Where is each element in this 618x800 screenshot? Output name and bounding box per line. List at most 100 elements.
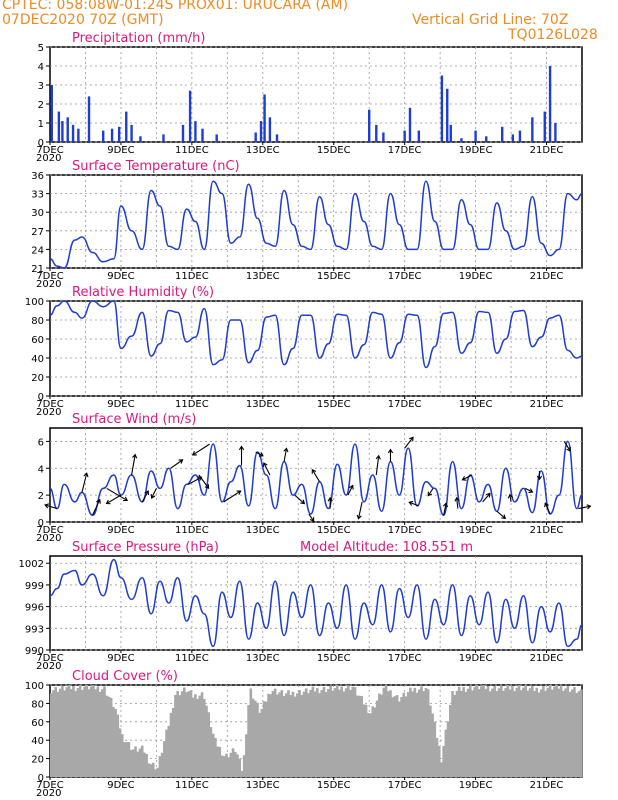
cloud-bar bbox=[515, 687, 519, 777]
cloud-bar bbox=[265, 701, 268, 777]
cloud-bar bbox=[466, 688, 470, 777]
precip-bar bbox=[268, 117, 272, 142]
cloud-bar bbox=[464, 691, 468, 777]
wind-arrow-head bbox=[349, 484, 354, 490]
x-tick-label: 13DEC bbox=[246, 780, 280, 791]
wind-arrow bbox=[151, 488, 157, 499]
cloud-bar bbox=[127, 742, 131, 777]
wind-arrow-head bbox=[300, 499, 306, 505]
cloud-bar bbox=[300, 694, 304, 777]
cloud-bar bbox=[355, 695, 359, 777]
precip-bar bbox=[403, 130, 406, 142]
y-tick-label: 60 bbox=[31, 718, 44, 729]
cloud-bar bbox=[276, 694, 279, 777]
precip-bar bbox=[531, 117, 534, 142]
cloud-bar bbox=[378, 693, 381, 777]
cloud-bar bbox=[156, 767, 160, 777]
precip-bar bbox=[460, 138, 463, 142]
wind-arrow bbox=[409, 501, 420, 507]
cloud-bar bbox=[56, 691, 60, 777]
cloud-bar bbox=[548, 685, 552, 777]
precip-bar bbox=[446, 88, 449, 142]
cloud-bar bbox=[107, 696, 111, 777]
cloud-bar bbox=[280, 690, 284, 777]
wind-arrow-head bbox=[408, 500, 414, 506]
wind-arrow-head bbox=[409, 436, 414, 442]
precip-bar bbox=[194, 121, 197, 142]
cloud-bar bbox=[267, 693, 270, 777]
cloud-bar bbox=[488, 691, 492, 777]
wind-arrow-head bbox=[258, 452, 264, 457]
cloud-bar bbox=[176, 691, 179, 777]
year-label: 2020 bbox=[36, 279, 61, 290]
y-tick-label: 2 bbox=[38, 491, 44, 502]
cloud-bar bbox=[251, 698, 255, 777]
cloud-bar bbox=[296, 693, 299, 777]
cloud-bar bbox=[258, 712, 261, 777]
wind-arrow-head bbox=[536, 475, 543, 481]
x-tick-label: 11DEC bbox=[175, 145, 209, 156]
panel-extra-press: Model Altitude: 108.551 m bbox=[300, 540, 473, 555]
cloud-bar bbox=[83, 686, 86, 777]
cloud-bar bbox=[149, 764, 153, 777]
precip-bar bbox=[408, 107, 412, 142]
cloud-bar bbox=[557, 688, 561, 777]
precip-bar bbox=[474, 130, 477, 142]
cloud-bar bbox=[178, 695, 182, 777]
cloud-bar bbox=[123, 742, 126, 777]
cloud-bar bbox=[289, 694, 293, 777]
cloud-bar bbox=[216, 746, 219, 777]
year-label: 2020 bbox=[36, 533, 61, 544]
cloud-bar bbox=[327, 689, 330, 777]
panel-title-wind: Surface Wind (m/s) bbox=[72, 412, 196, 427]
cloud-bar bbox=[125, 742, 128, 777]
wind-arrow-head bbox=[507, 493, 513, 499]
cloud-bar bbox=[353, 687, 357, 777]
cloud-bar bbox=[205, 705, 208, 777]
wind-arrow bbox=[106, 494, 122, 505]
precip-bar bbox=[543, 111, 546, 142]
cloud-bar bbox=[477, 689, 481, 777]
wind-arrow-head bbox=[454, 496, 460, 502]
x-tick-label: 11DEC bbox=[175, 653, 209, 664]
wind-arrow bbox=[404, 437, 414, 449]
y-tick-label: 4 bbox=[38, 62, 44, 73]
cloud-bar bbox=[544, 690, 547, 777]
cloud-bar bbox=[422, 691, 426, 777]
cloud-bar bbox=[200, 692, 204, 777]
cloud-bar bbox=[214, 737, 217, 777]
cloud-bar bbox=[262, 701, 266, 777]
cloud-bar bbox=[151, 762, 155, 777]
cloud-bar bbox=[304, 688, 308, 777]
cloud-bar bbox=[140, 745, 144, 777]
cloud-bar bbox=[437, 746, 441, 777]
cloud-bar bbox=[145, 753, 148, 777]
wind-arrow bbox=[496, 510, 506, 519]
y-tick-label: 100 bbox=[25, 681, 44, 692]
x-tick-label: 7DEC bbox=[36, 653, 63, 664]
cloud-bar bbox=[386, 691, 390, 777]
precip-bar bbox=[554, 123, 557, 142]
cloud-bar bbox=[364, 704, 368, 777]
cloud-bar bbox=[209, 727, 213, 777]
precip-bar bbox=[201, 128, 204, 142]
cloud-bar bbox=[455, 690, 459, 777]
cloud-bar bbox=[504, 687, 508, 777]
wind-arrow-head bbox=[238, 445, 245, 451]
cloud-bar bbox=[196, 698, 199, 777]
x-tick-label: 11DEC bbox=[175, 780, 209, 791]
precip-bar bbox=[71, 124, 75, 142]
x-tick-label: 7DEC bbox=[36, 525, 63, 536]
cloud-bar bbox=[112, 706, 115, 777]
cloud-bar bbox=[508, 689, 512, 777]
precip-bar bbox=[139, 136, 142, 142]
wind-arrow bbox=[81, 473, 88, 493]
x-tick-label: 19DEC bbox=[459, 780, 493, 791]
x-tick-label: 21DEC bbox=[530, 271, 564, 282]
y-tick-label: 2 bbox=[38, 100, 44, 111]
cloud-bar bbox=[260, 708, 264, 777]
cloud-bar bbox=[453, 695, 457, 777]
panel-title-rh: Relative Humidity (%) bbox=[72, 285, 214, 300]
cloud-bar bbox=[69, 689, 73, 777]
